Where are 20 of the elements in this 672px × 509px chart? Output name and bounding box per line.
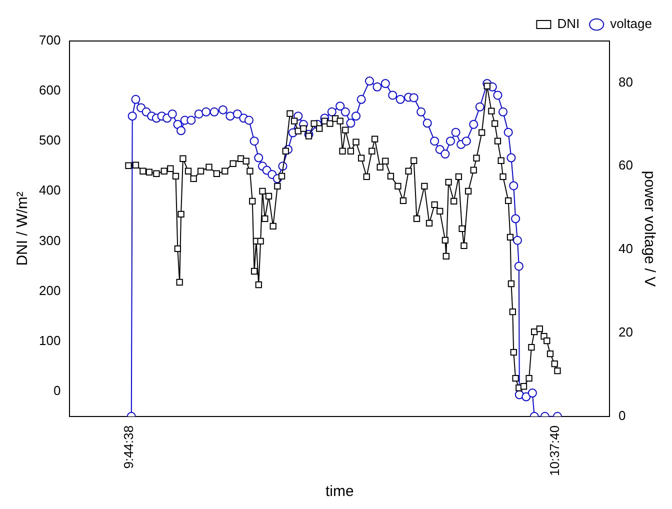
- y2-tick-label: 40: [618, 241, 634, 256]
- y2-tick-label: 80: [618, 74, 634, 90]
- y2-axis-title: power voltage / V: [640, 170, 658, 287]
- legend-label: DNI: [557, 16, 580, 32]
- x-tick-label: 10:37:40: [547, 425, 562, 476]
- y-tick-label: 300: [38, 232, 61, 248]
- y2-tick-label: 60: [618, 158, 634, 173]
- y-axis-title: DNI / W/m²: [14, 192, 32, 266]
- y-tick-label: 0: [53, 382, 61, 398]
- x-axis-title: time: [325, 483, 354, 500]
- y-tick-label: 100: [38, 332, 61, 348]
- y2-tick-label: 0: [618, 408, 626, 423]
- y-tick-label: 700: [38, 32, 61, 48]
- y2-tick-label: 20: [618, 324, 634, 340]
- y-tick-label: 200: [38, 282, 61, 298]
- legend-label: voltage: [610, 16, 652, 32]
- y-tick-label: 600: [38, 82, 61, 98]
- x-tick-label: 9:44:38: [120, 425, 136, 469]
- y-tick-label: 500: [38, 132, 61, 148]
- y-tick-label: 400: [38, 182, 61, 198]
